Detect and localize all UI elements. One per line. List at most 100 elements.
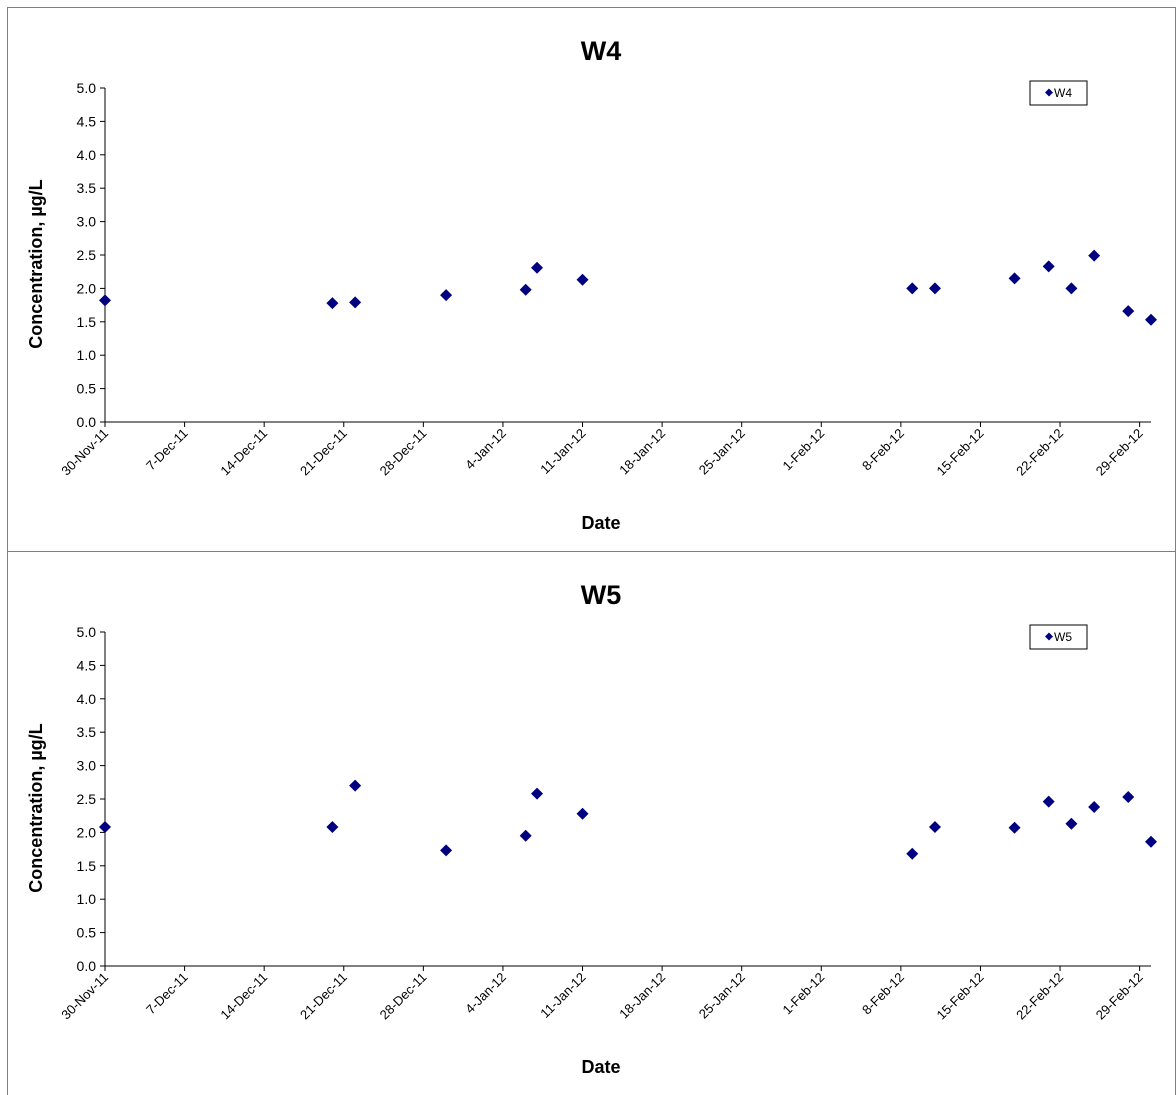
data-point [1065, 817, 1078, 830]
data-point [1122, 305, 1135, 318]
x-tick-label: 18-Jan-12 [616, 426, 668, 478]
x-tick-label: 14-Dec-11 [217, 970, 270, 1023]
data-point [1008, 272, 1021, 285]
data-point [99, 294, 111, 307]
legend-marker [1045, 88, 1053, 97]
data-point [531, 261, 544, 274]
x-tick-label: 30-Nov-11 [58, 426, 111, 479]
data-point [326, 297, 339, 310]
chart-w5: W5 Concentration, µg/L Date W5 0.0 0.5 1.0… [26, 580, 1157, 1077]
data-point [906, 282, 919, 295]
data-point [519, 829, 532, 842]
legend-box [1029, 624, 1088, 650]
plot-area: 0.0 0.5 1.0 1.5 2.0 2.5 3.0 3.5 4.0 4.5 5.0 30-Nov-… [58, 624, 1157, 1023]
y-tick-label: 1.0 [77, 891, 97, 907]
data-point [1008, 821, 1021, 834]
x-tick-label: 11-Jan-12 [537, 970, 588, 1021]
x-tick-label: 15-Feb-12 [934, 970, 987, 1023]
x-tick-label: 22-Feb-12 [1013, 426, 1066, 479]
y-tick-label: 0.0 [77, 958, 97, 974]
legend-label: W5 [1054, 630, 1072, 644]
y-tick-label: 3.5 [77, 180, 97, 196]
data-point [1145, 313, 1157, 326]
x-axis-title: Date [581, 513, 620, 533]
data-point [928, 821, 941, 834]
data-point [99, 821, 111, 834]
x-tick-label: 7-Dec-11 [143, 970, 191, 1018]
x-tick-label: 29-Feb-12 [1093, 426, 1146, 479]
y-tick-label: 5.0 [77, 80, 97, 96]
x-tick-label: 25-Jan-12 [696, 426, 748, 478]
data-point [576, 807, 589, 820]
y-tick-label: 4.5 [77, 113, 97, 129]
data-point [906, 847, 919, 860]
x-tick-label: 15-Feb-12 [934, 426, 987, 479]
y-tick-label: 2.5 [77, 791, 97, 807]
plot-area: 0.0 0.5 1.0 1.5 2.0 2.5 3.0 3.5 4.0 4.5 5.0 30-Nov-… [58, 80, 1157, 479]
data-point [440, 289, 453, 302]
data-point [1088, 801, 1101, 814]
chart-title: W5 [581, 580, 622, 610]
data-point [928, 282, 941, 295]
data-point [349, 779, 362, 792]
x-tick-label: 29-Feb-12 [1093, 970, 1146, 1023]
y-tick-label: 3.0 [77, 758, 97, 774]
chart-panel-w4: W4 Concentration, µg/L Date W4 0.0 0.5 1.0… [7, 7, 1176, 552]
y-tick-label: 5.0 [77, 624, 97, 640]
x-tick-label: 4-Jan-12 [462, 426, 509, 473]
y-tick-label: 1.5 [77, 858, 97, 874]
x-tick-label: 8-Feb-12 [859, 970, 907, 1018]
x-tick-label: 1-Feb-12 [779, 426, 827, 474]
x-tick-label: 1-Feb-12 [779, 970, 827, 1018]
x-tick-label: 21-Dec-11 [297, 426, 350, 479]
x-tick-label: 21-Dec-11 [297, 970, 350, 1023]
x-tick-label: 4-Jan-12 [462, 970, 509, 1017]
y-tick-label: 3.5 [77, 724, 97, 740]
data-point [1042, 795, 1055, 808]
data-point [1042, 260, 1055, 273]
data-point [1122, 790, 1135, 803]
legend: W4 [1029, 80, 1088, 106]
data-point [1088, 249, 1101, 262]
y-tick-label: 4.5 [77, 657, 97, 673]
data-point [440, 844, 453, 857]
x-tick-label: 28-Dec-11 [377, 970, 430, 1023]
y-tick-label: 1.5 [77, 314, 97, 330]
y-tick-label: 0.5 [77, 381, 97, 397]
data-point [519, 283, 532, 296]
data-point [349, 296, 362, 309]
y-axis-title: Concentration, µg/L [26, 179, 46, 348]
x-tick-label: 18-Jan-12 [616, 970, 668, 1022]
data-point [531, 787, 544, 800]
data-point [576, 273, 589, 286]
x-tick-label: 28-Dec-11 [377, 426, 430, 479]
y-tick-label: 2.0 [77, 280, 97, 296]
y-tick-label: 4.0 [77, 147, 97, 163]
y-tick-label: 1.0 [77, 347, 97, 363]
x-tick-label: 30-Nov-11 [58, 970, 111, 1023]
legend-label: W4 [1054, 86, 1072, 100]
y-tick-label: 2.5 [77, 247, 97, 263]
data-point [1065, 282, 1078, 295]
x-axis-title: Date [581, 1057, 620, 1077]
x-tick-label: 25-Jan-12 [696, 970, 748, 1022]
chart-title: W4 [581, 36, 622, 66]
x-tick-label: 22-Feb-12 [1013, 970, 1066, 1023]
y-tick-label: 2.0 [77, 824, 97, 840]
y-axis-title: Concentration, µg/L [26, 723, 46, 892]
legend-box [1029, 80, 1088, 106]
legend-marker [1045, 632, 1053, 641]
data-point [1145, 835, 1157, 848]
y-tick-label: 0.0 [77, 414, 97, 430]
y-tick-label: 3.0 [77, 214, 97, 230]
y-tick-label: 4.0 [77, 691, 97, 707]
x-tick-label: 14-Dec-11 [217, 426, 270, 479]
x-tick-label: 11-Jan-12 [537, 426, 588, 477]
x-tick-label: 8-Feb-12 [859, 426, 907, 474]
chart-panel-w5: W5 Concentration, µg/L Date W5 0.0 0.5 1.0… [7, 551, 1176, 1095]
legend: W5 [1029, 624, 1088, 650]
data-point [326, 821, 339, 834]
chart-w4: W4 Concentration, µg/L Date W4 0.0 0.5 1.0… [26, 36, 1157, 533]
y-tick-label: 0.5 [77, 925, 97, 941]
x-tick-label: 7-Dec-11 [143, 426, 191, 474]
